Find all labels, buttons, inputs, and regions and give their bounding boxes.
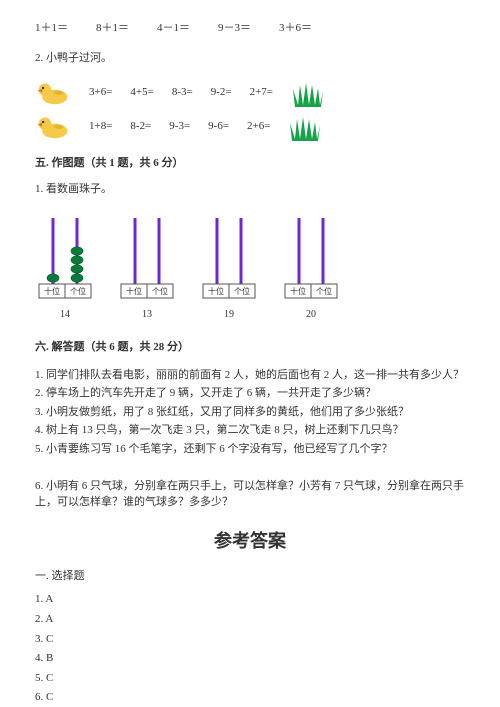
arith-item: 4－1＝ xyxy=(157,20,190,38)
duck-expr: 8-3= xyxy=(172,84,193,102)
duck-expr: 8-2= xyxy=(130,118,151,136)
arith-item: 8＋1＝ xyxy=(96,20,129,38)
answer-item: 3. C xyxy=(35,631,465,649)
abacus-item: 十位 个位 14 xyxy=(35,210,95,323)
svg-text:十位: 十位 xyxy=(126,286,142,296)
duck-row: 1+8= 8-2= 9-3= 9-6= 2+6= xyxy=(35,113,465,141)
duck-row: 3+6= 4+5= 8-3= 9-2= 2+7= xyxy=(35,79,465,107)
q2-title: 2. 小鸭子过河。 xyxy=(35,50,465,68)
duck-expr: 2+6= xyxy=(247,118,270,136)
abacus-icon: 十位 个位 xyxy=(35,210,95,305)
abacus-icon: 十位 个位 xyxy=(281,210,341,305)
problem-text: 5. 小青要练习写 16 个毛笔字，还剩下 6 个字没有写，他已经写了几个字？ xyxy=(35,441,465,458)
problem-text: 6. 小明有 6 只气球，分别拿在两只手上，可以怎样拿？小芳有 7 只气球，分别… xyxy=(35,478,465,511)
arith-item: 9－3＝ xyxy=(218,20,251,38)
answers-subtitle: 一. 选择题 xyxy=(35,568,465,586)
answer-item: 5. C xyxy=(35,670,465,688)
abacus-item: 十位 个位 13 xyxy=(117,210,177,323)
answer-list: 1. A 2. A 3. C4. B 5. C6. C xyxy=(35,591,465,707)
answers-title: 参考答案 xyxy=(35,527,465,556)
sec6-heading: 六. 解答题（共 6 题，共 28 分） xyxy=(35,339,465,357)
arith-item: 1＋1＝ xyxy=(35,20,68,38)
abacus-icon: 十位 个位 xyxy=(199,210,259,305)
svg-text:个位: 个位 xyxy=(70,286,86,296)
abacus-number: 14 xyxy=(60,307,70,323)
answer-item: 2. A xyxy=(35,611,465,629)
answer-item: 4. B xyxy=(35,650,465,668)
svg-text:十位: 十位 xyxy=(208,286,224,296)
answer-item: 1. A xyxy=(35,591,465,609)
duck-block: 3+6= 4+5= 8-3= 9-2= 2+7= 1+8= 8-2= 9-3= … xyxy=(35,79,465,141)
word-problems: 1. 同学们排队去看电影，丽丽的前面有 2 人，她的后面也有 2 人，这一排一共… xyxy=(35,367,465,511)
problem-text: 3. 小明友做剪纸，用了 8 张红纸，又用了同样多的黄纸，他们用了多少张纸？ xyxy=(35,404,465,421)
problem-text xyxy=(35,459,465,476)
duck-expr: 4+5= xyxy=(130,84,153,102)
grass-icon xyxy=(288,113,322,141)
abacus-number: 19 xyxy=(224,307,234,323)
abacus-number: 13 xyxy=(142,307,152,323)
abacus-wrap: 十位 个位 14 十位 个位 13 十位 个位 19 xyxy=(35,210,465,323)
problem-text: 2. 停车场上的汽车先开走了 9 辆，又开走了 6 辆，一共开走了多少辆？ xyxy=(35,385,465,402)
duck-expr: 1+8= xyxy=(89,118,112,136)
duck-expr: 2+7= xyxy=(250,84,273,102)
svg-text:个位: 个位 xyxy=(316,286,332,296)
sec5-heading: 五. 作图题（共 1 题，共 6 分） xyxy=(35,155,465,173)
arith-row: 1＋1＝ 8＋1＝ 4－1＝ 9－3＝ 3＋6＝ xyxy=(35,20,465,38)
abacus-item: 十位 个位 19 xyxy=(199,210,259,323)
svg-text:个位: 个位 xyxy=(152,286,168,296)
grass-icon xyxy=(291,79,325,107)
arith-item: 3＋6＝ xyxy=(279,20,312,38)
duck-expr: 3+6= xyxy=(89,84,112,102)
svg-text:十位: 十位 xyxy=(290,286,306,296)
sec5-q: 1. 看数画珠子。 xyxy=(35,181,465,199)
duck-expr: 9-2= xyxy=(211,84,232,102)
abacus-number: 20 xyxy=(306,307,316,323)
answer-item: 6. C xyxy=(35,689,465,707)
svg-text:十位: 十位 xyxy=(44,286,60,296)
problem-text: 1. 同学们排队去看电影，丽丽的前面有 2 人，她的后面也有 2 人，这一排一共… xyxy=(35,367,465,384)
duck-icon xyxy=(35,113,71,141)
abacus-icon: 十位 个位 xyxy=(117,210,177,305)
abacus-item: 十位 个位 20 xyxy=(281,210,341,323)
duck-expr: 9-3= xyxy=(169,118,190,136)
duck-icon xyxy=(35,79,71,107)
duck-expr: 9-6= xyxy=(208,118,229,136)
problem-text: 4. 树上有 13 只鸟，第一次飞走 3 只，第二次飞走 8 只，树上还剩下几只… xyxy=(35,422,465,439)
svg-text:个位: 个位 xyxy=(234,286,250,296)
